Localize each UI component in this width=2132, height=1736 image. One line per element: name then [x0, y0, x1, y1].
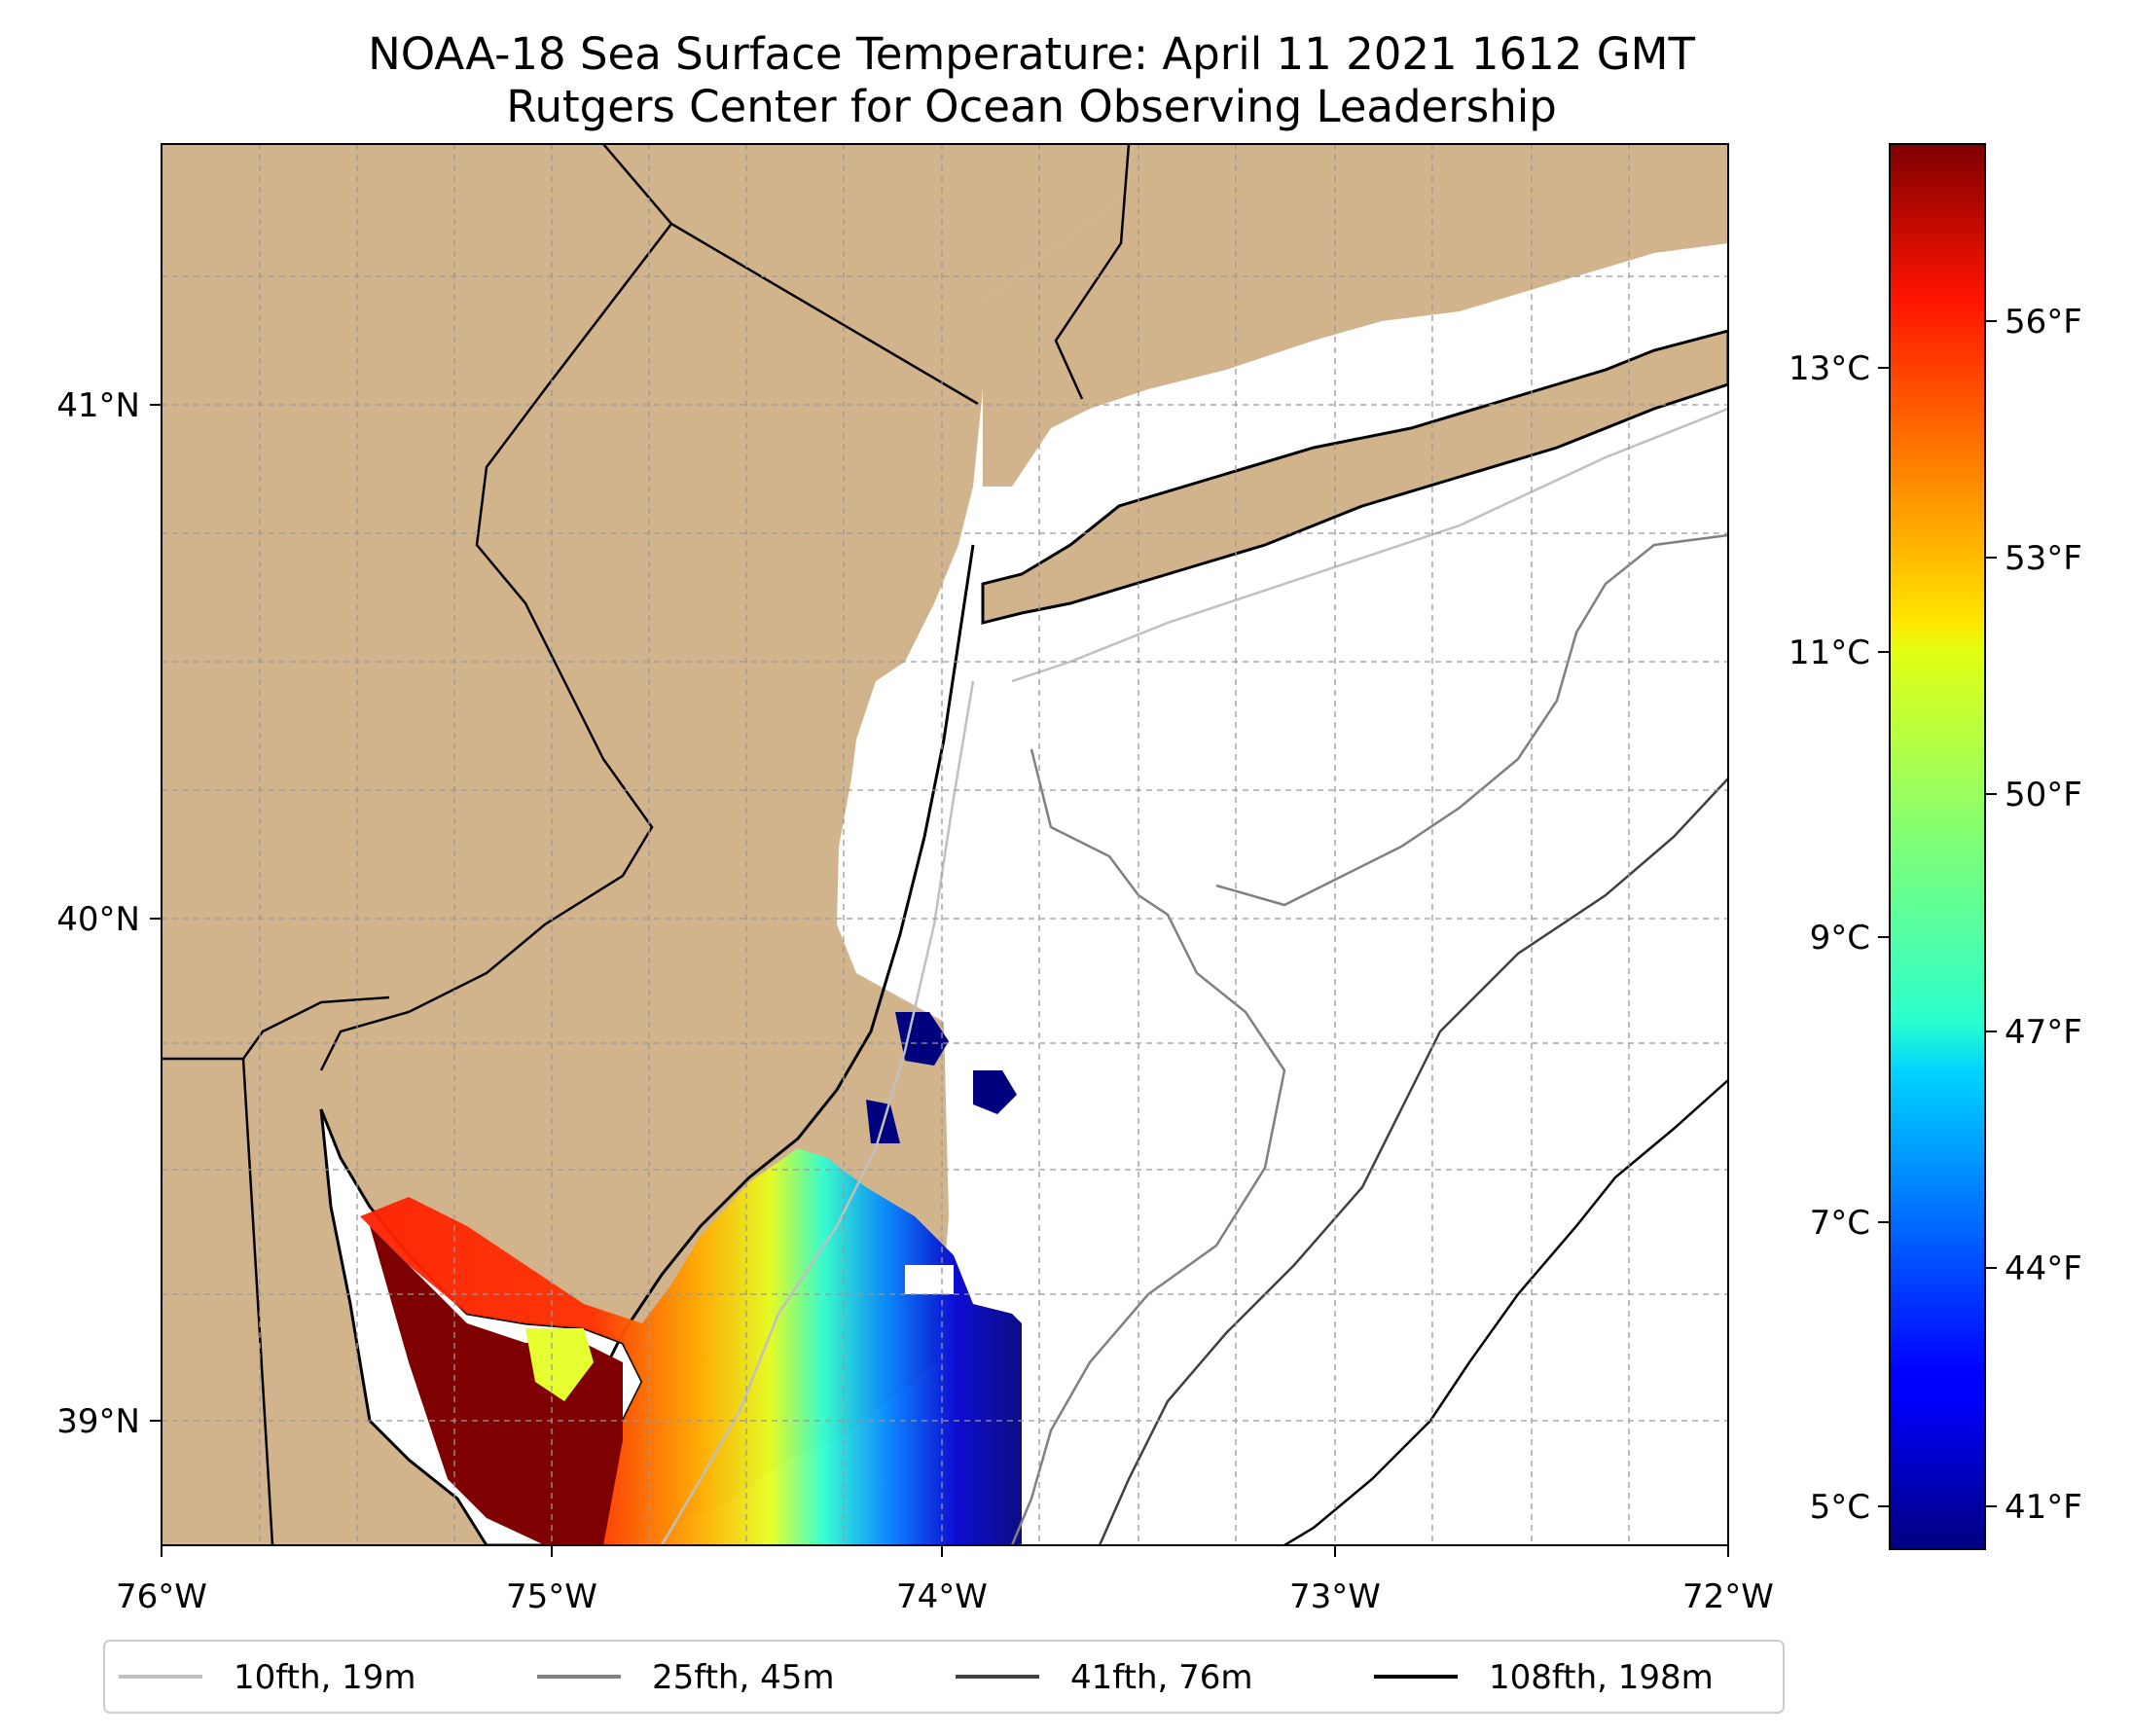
lon-tick-72w: 72°W — [1682, 1577, 1774, 1616]
cbar-c-13: 13°C — [1789, 349, 1870, 388]
cbar-c-9: 9°C — [1810, 919, 1870, 958]
contour-10fth-li — [1011, 407, 1728, 683]
map-frame — [161, 143, 1729, 1546]
cbar-f-44: 44°F — [2005, 1249, 2082, 1288]
sst-cold-patch-2 — [973, 1070, 1017, 1114]
lat-tick-40n: 40°N — [56, 900, 140, 939]
cbar-c-7: 7°C — [1810, 1204, 1870, 1243]
contour-10fth — [660, 680, 975, 1545]
state-border-de-md — [241, 995, 390, 1060]
axis-ticks — [150, 404, 1729, 1557]
cbar-f-41: 41°F — [2005, 1488, 2082, 1527]
long-island — [981, 329, 1728, 625]
land-ny-ct — [983, 144, 1728, 487]
cbar-c-11: 11°C — [1789, 633, 1870, 672]
lon-tick-76w: 76°W — [116, 1577, 207, 1616]
cbar-f-56: 56°F — [2005, 303, 2082, 342]
gridlines — [162, 144, 1728, 1545]
legend-label-108fth: 108fth, 198m — [1489, 1658, 1714, 1697]
sst-swath — [360, 1148, 1022, 1545]
lon-tick-74w: 74°W — [896, 1577, 988, 1616]
sst-yellow-patch — [525, 1328, 594, 1401]
colorbar-ticks — [1878, 320, 1997, 1507]
lat-tick-39n: 39°N — [56, 1402, 140, 1441]
lat-tick-41n: 41°N — [56, 386, 140, 425]
sst-dark-red — [370, 1226, 623, 1545]
colorbar — [1889, 143, 1986, 1550]
map-subtitle: Rutgers Center for Ocean Observing Leade… — [506, 81, 1557, 132]
lon-tick-75w: 75°W — [506, 1577, 597, 1616]
map-title: NOAA-18 Sea Surface Temperature: April 1… — [368, 28, 1695, 80]
contour-108fth — [1283, 1079, 1728, 1545]
cbar-c-5: 5°C — [1810, 1488, 1870, 1527]
sst-cloud-gap — [905, 1265, 954, 1294]
land-nj-pa — [162, 144, 1134, 1545]
contour-25fth-north — [1215, 533, 1728, 907]
legend-label-10fth: 10fth, 19m — [234, 1658, 416, 1697]
sst-cold-patch-1 — [895, 1012, 949, 1066]
state-border-ny-ct — [1054, 144, 1131, 400]
coastline-nj — [592, 544, 975, 1392]
contour-25fth — [1010, 748, 1286, 1545]
contour-41fth — [1098, 778, 1728, 1545]
legend-label-41fth: 41fth, 76m — [1070, 1658, 1253, 1697]
lon-tick-73w: 73°W — [1289, 1577, 1381, 1616]
legend-label-25fth: 25fth, 45m — [652, 1658, 835, 1697]
cbar-f-47: 47°F — [2005, 1013, 2082, 1052]
legend-box — [103, 1640, 1785, 1714]
state-border-nj-pa — [319, 223, 672, 1071]
cbar-f-53: 53°F — [2005, 539, 2082, 578]
cbar-f-50: 50°F — [2005, 776, 2082, 814]
